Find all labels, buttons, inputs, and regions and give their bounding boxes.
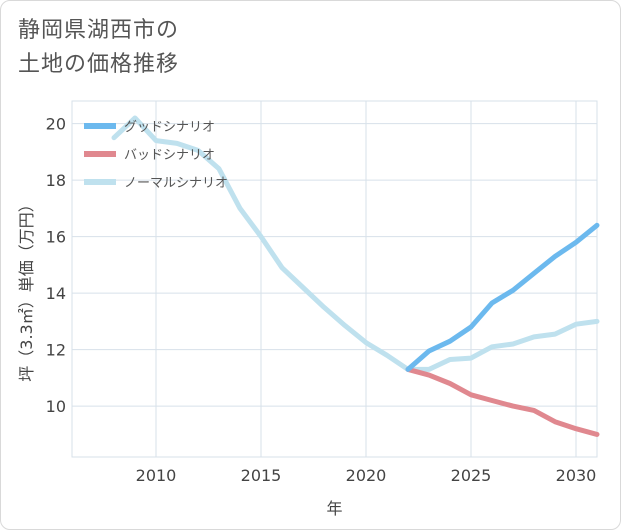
y-tick-label: 20: [46, 115, 66, 134]
x-tick-label: 2015: [241, 466, 282, 485]
y-tick-label: 16: [46, 228, 66, 247]
x-tick-label: 2010: [136, 466, 177, 485]
legend-label-2: ノーマルシナリオ: [124, 176, 228, 191]
chart-title-line2: 土地の価格推移: [18, 52, 180, 77]
legend-label-1: バッドシナリオ: [124, 148, 215, 163]
x-tick-label: 2020: [346, 466, 387, 485]
plot-area: [71, 100, 598, 458]
x-tick-label: 2030: [556, 466, 597, 485]
y-tick-label: 12: [46, 341, 66, 360]
chart-title-line1: 静岡県湖西市の: [18, 18, 180, 43]
y-axis-label: 坪（3.3㎡）単価（万円）: [17, 196, 36, 381]
y-tick-label: 10: [46, 397, 66, 416]
y-tick-label: 18: [46, 171, 66, 190]
x-axis-label: 年: [326, 499, 342, 518]
chart-title: 静岡県湖西市の 土地の価格推移: [18, 14, 179, 82]
x-tick-label: 2025: [451, 466, 492, 485]
y-tick-label: 14: [46, 284, 66, 303]
legend-label-0: グッドシナリオ: [124, 120, 215, 135]
series-lines: [111, 115, 600, 437]
series-line-0: [405, 222, 600, 372]
tick-labels: 2010 2015 2020 2025 2030 10 12 14 16 18 20: [46, 115, 597, 485]
series-line-1: [405, 366, 600, 437]
series-line-2: [111, 115, 600, 372]
